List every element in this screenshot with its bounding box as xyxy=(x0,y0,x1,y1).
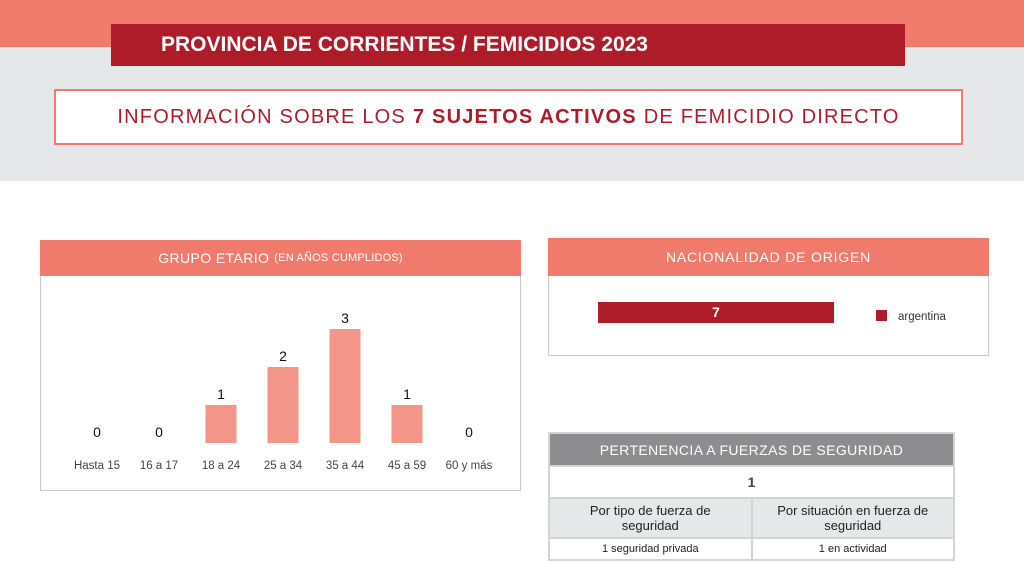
page-title-text: PROVINCIA DE CORRIENTES / FEMICIDIOS 202… xyxy=(161,33,648,56)
legend-swatch xyxy=(876,310,887,321)
age-bar xyxy=(267,367,299,443)
age-bar-value-label: 1 xyxy=(403,386,411,402)
subtitle-pre: INFORMACIÓN SOBRE LOS xyxy=(117,105,406,128)
age-bar-value-label: 0 xyxy=(465,424,473,440)
nationality-bar xyxy=(598,302,834,323)
age-category-label: 60 y más xyxy=(446,460,493,472)
age-category-label: 18 a 24 xyxy=(202,460,241,472)
age-category-label: 25 a 34 xyxy=(264,460,303,472)
column-header-force-status: Por situación en fuerza de seguridad xyxy=(750,497,955,539)
age-bar-value-label: 1 xyxy=(217,386,225,402)
age-bar-value-label: 0 xyxy=(93,424,101,440)
age-group-title-small: (EN AÑOS CUMPLIDOS) xyxy=(274,252,403,264)
security-forces-table: PERTENENCIA A FUERZAS DE SEGURIDAD 1 Por… xyxy=(548,432,955,561)
force-status-value: 1 en actividad xyxy=(750,537,955,561)
age-bar-value-label: 2 xyxy=(279,348,287,364)
subtitle-post: DE FEMICIDIO DIRECTO xyxy=(643,105,900,128)
nationality-panel: NACIONALIDAD DE ORIGEN 7 argentina xyxy=(548,238,989,356)
age-category-label: Hasta 15 xyxy=(74,460,120,472)
age-category-label: 35 a 44 xyxy=(326,460,365,472)
security-table-title: PERTENENCIA A FUERZAS DE SEGURIDAD xyxy=(548,432,955,467)
nationality-title: NACIONALIDAD DE ORIGEN xyxy=(665,249,872,265)
age-category-label: 16 a 17 xyxy=(140,460,178,472)
force-type-value: 1 seguridad privada xyxy=(548,537,753,561)
age-bar-value-label: 3 xyxy=(341,310,349,326)
age-group-chart: 0 Hasta 15 0 16 a 17 1 18 a 24 2 25 a 34 3 35 a 4… xyxy=(74,310,493,472)
age-bar-value-label: 0 xyxy=(155,424,163,440)
age-bar xyxy=(329,329,361,443)
nationality-header: NACIONALIDAD DE ORIGEN xyxy=(548,238,989,276)
subtitle-highlight: 7 SUJETOS ACTIVOS xyxy=(412,105,637,128)
age-group-panel: GRUPO ETARIO (EN AÑOS CUMPLIDOS) 0 Hasta … xyxy=(40,240,521,491)
subtitle-box: INFORMACIÓN SOBRE LOS 7 SUJETOS ACTIVOS … xyxy=(54,89,963,145)
nationality-bar-value-label: 7 xyxy=(712,304,720,320)
age-bar xyxy=(391,405,423,443)
age-bar xyxy=(205,405,237,443)
age-category-label: 45 a 59 xyxy=(388,460,426,472)
security-count: 1 xyxy=(548,465,955,499)
column-header-force-type: Por tipo de fuerza de seguridad xyxy=(548,497,753,539)
nationality-chart: 7 argentina xyxy=(598,302,947,323)
page-title: PROVINCIA DE CORRIENTES / FEMICIDIOS 202… xyxy=(111,24,905,66)
age-group-title: GRUPO ETARIO xyxy=(158,250,270,266)
legend-label: argentina xyxy=(898,311,947,323)
age-group-header: GRUPO ETARIO (EN AÑOS CUMPLIDOS) xyxy=(40,240,521,276)
